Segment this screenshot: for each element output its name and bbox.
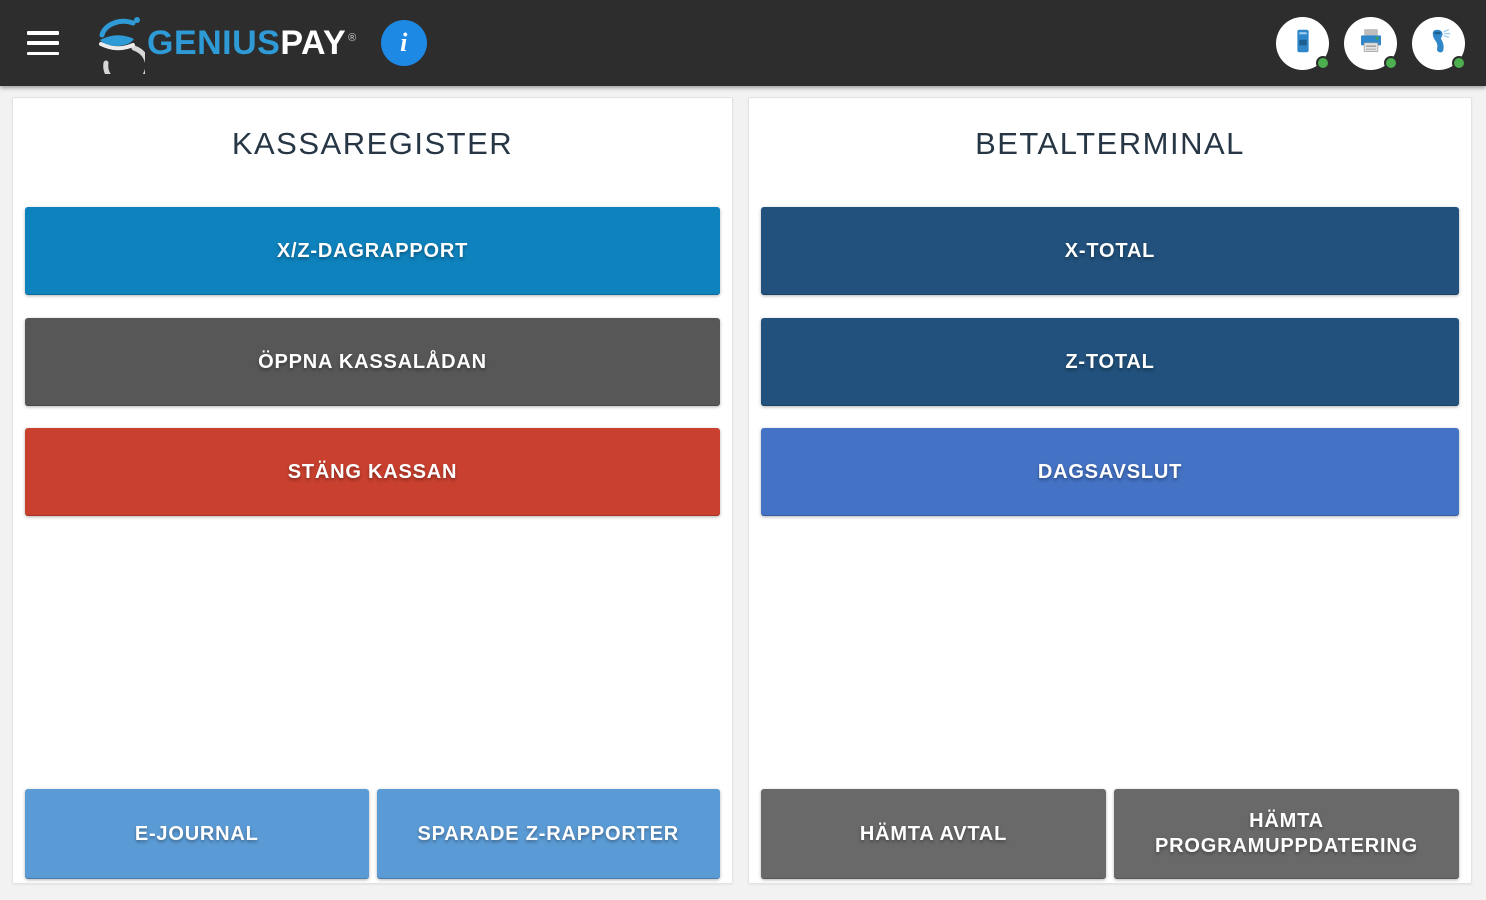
panel-title-betalterminal: BETALTERMINAL (975, 126, 1245, 161)
kassaregister-footer-row: E-JOURNAL SPARADE Z-RAPPORTER (25, 789, 720, 879)
geniuspay-logo-icon (89, 12, 151, 88)
sparade-z-rapporter-button[interactable]: SPARADE Z-RAPPORTER (376, 789, 720, 879)
panel-kassaregister: KASSAREGISTER X/Z-DAGRAPPORT ÖPPNA KASSA… (12, 97, 733, 884)
e-journal-button[interactable]: E-JOURNAL (25, 789, 369, 879)
printer-icon (1356, 26, 1386, 61)
status-dot-connected (1316, 55, 1330, 70)
barcode-scanner-status-button[interactable] (1412, 16, 1466, 70)
printer-status-button[interactable] (1344, 16, 1398, 70)
panel-betalterminal: BETALTERMINAL X-TOTAL Z-TOTAL DAGSAVSLUT… (748, 97, 1472, 884)
betalterminal-footer-row: HÄMTA AVTAL HÄMTA PROGRAMUPPDATERING (761, 789, 1459, 879)
brand-wordmark: GENIUS PAY ® (147, 24, 357, 63)
hamta-programuppdatering-button[interactable]: HÄMTA PROGRAMUPPDATERING (1114, 789, 1459, 879)
x-total-button[interactable]: X-TOTAL (761, 207, 1459, 295)
payment-terminal-icon (1288, 26, 1318, 61)
device-status-bar (1276, 16, 1466, 70)
status-dot-connected (1384, 55, 1398, 70)
panel-title-kassaregister: KASSAREGISTER (231, 126, 514, 161)
menu-icon[interactable] (27, 31, 59, 55)
status-dot-connected (1452, 55, 1466, 70)
top-bar: GENIUS PAY ® i (0, 0, 1486, 88)
brand-secondary: PAY (280, 23, 347, 62)
registered-symbol: ® (348, 31, 357, 44)
z-total-button[interactable]: Z-TOTAL (761, 318, 1459, 406)
brand-primary: GENIUS (147, 23, 281, 62)
barcode-scanner-icon (1424, 26, 1454, 61)
xz-dagrapport-button[interactable]: X/Z-DAGRAPPORT (25, 207, 720, 295)
info-icon[interactable]: i (380, 20, 427, 66)
payment-terminal-status-button[interactable] (1276, 16, 1330, 70)
dagsavslut-button[interactable]: DAGSAVSLUT (761, 428, 1459, 516)
hamta-avtal-button[interactable]: HÄMTA AVTAL (761, 789, 1106, 879)
oppna-kassaladan-button[interactable]: ÖPPNA KASSALÅDAN (25, 318, 720, 406)
stang-kassan-button[interactable]: STÄNG KASSAN (25, 428, 720, 516)
